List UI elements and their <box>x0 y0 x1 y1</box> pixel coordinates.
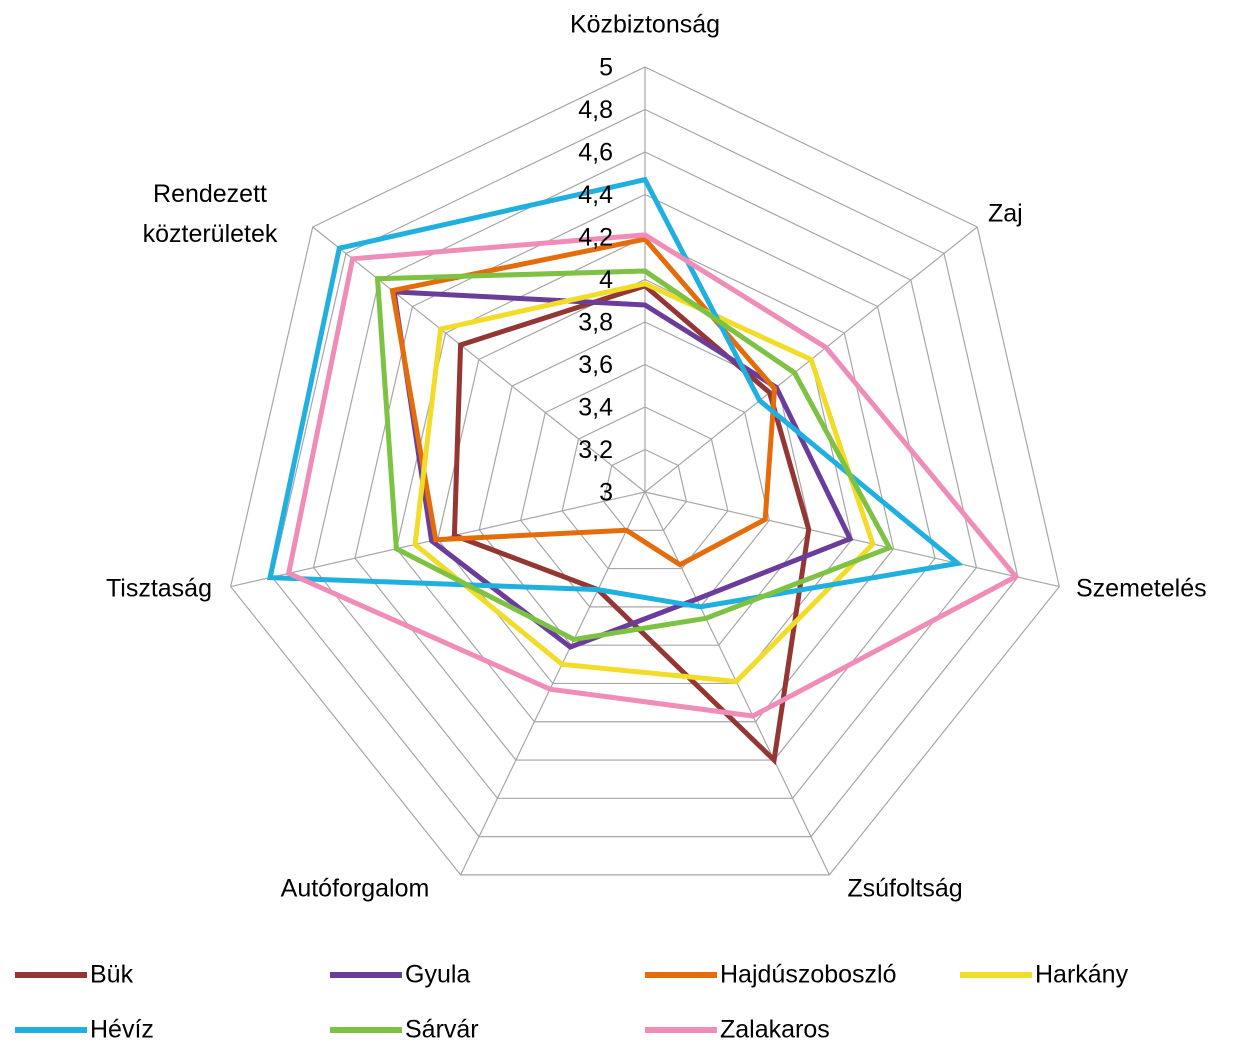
grid-ring <box>520 363 770 608</box>
axis-label: Zsúfoltság <box>847 875 962 903</box>
legend-item: Sárvár <box>330 1016 479 1044</box>
legend-item: Bük <box>15 961 134 989</box>
series-line <box>266 176 964 610</box>
axis-label: Autóforgalom <box>281 875 430 903</box>
tick-label: 4,4 <box>578 181 613 209</box>
grid-ring <box>561 406 729 570</box>
legend-label: Sárvár <box>405 1016 479 1044</box>
legend-label: Zalakaros <box>720 1016 830 1044</box>
axis-label: Zaj <box>988 200 1023 228</box>
legend-item: Gyula <box>330 961 470 989</box>
series-line <box>412 281 876 685</box>
tick-label: 3,6 <box>578 351 613 379</box>
tick-label: 4 <box>599 266 613 294</box>
tick-label: 3 <box>599 479 613 507</box>
grid-ring <box>602 448 688 531</box>
tick-label: 3,2 <box>578 436 613 464</box>
tick-label: 4,2 <box>578 224 613 252</box>
legend-item: Harkány <box>960 961 1129 989</box>
legend-item: Hajdúszoboszló <box>645 961 897 989</box>
legend-label: Hévíz <box>90 1016 154 1044</box>
tick-label: 5 <box>599 54 613 82</box>
axis-label: Tisztaság <box>106 575 212 603</box>
tick-label: 3,4 <box>578 394 613 422</box>
tick-label: 4,8 <box>578 96 613 124</box>
axis-label: Rendezett közterületek <box>143 180 278 248</box>
axis-label: Közbiztonság <box>570 11 720 39</box>
series-line <box>285 232 1020 719</box>
legend-label: Gyula <box>405 961 470 989</box>
spoke <box>460 491 646 876</box>
grid-ring <box>271 108 1019 838</box>
spoke <box>312 226 646 493</box>
legend-label: Harkány <box>1035 961 1129 989</box>
legend-label: Hajdúszoboszló <box>720 961 897 989</box>
tick-label: 3,8 <box>578 309 613 337</box>
grid-ring <box>478 321 812 646</box>
legend-item: Hévíz <box>15 1016 154 1044</box>
legend-item: Zalakaros <box>645 1016 830 1044</box>
grid-ring <box>437 278 853 685</box>
legend-label: Bük <box>90 961 134 989</box>
tick-label: 4,6 <box>578 139 613 167</box>
series-line <box>374 268 894 643</box>
axis-label: Szemetelés <box>1076 575 1207 603</box>
grid-ring <box>312 151 978 799</box>
grid-ring <box>230 66 1060 876</box>
